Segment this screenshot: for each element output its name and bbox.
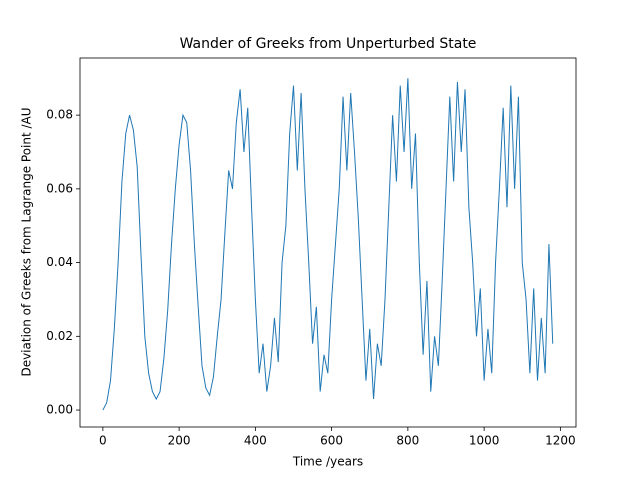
x-tick-label: 1000: [469, 434, 500, 448]
y-tick-label: 0.04: [46, 255, 73, 269]
x-tick-label: 600: [320, 434, 343, 448]
y-axis-label: Deviation of Greeks from Lagrange Point …: [20, 107, 34, 376]
x-tick-label: 1200: [545, 434, 576, 448]
data-line: [102, 78, 554, 411]
y-tick-label: 0.06: [46, 181, 73, 195]
x-tick-label: 0: [99, 434, 107, 448]
x-axis-label: Time /years: [292, 455, 363, 469]
x-tick-label: 800: [396, 434, 419, 448]
y-tick-label: 0.08: [46, 108, 73, 122]
chart-title: Wander of Greeks from Unperturbed State: [180, 36, 477, 52]
x-tick-label: 200: [168, 434, 191, 448]
y-tick-label: 0.00: [46, 403, 73, 417]
axes-frame: [79, 57, 577, 428]
x-tick-label: 400: [244, 434, 267, 448]
y-tick-label: 0.02: [46, 329, 73, 343]
